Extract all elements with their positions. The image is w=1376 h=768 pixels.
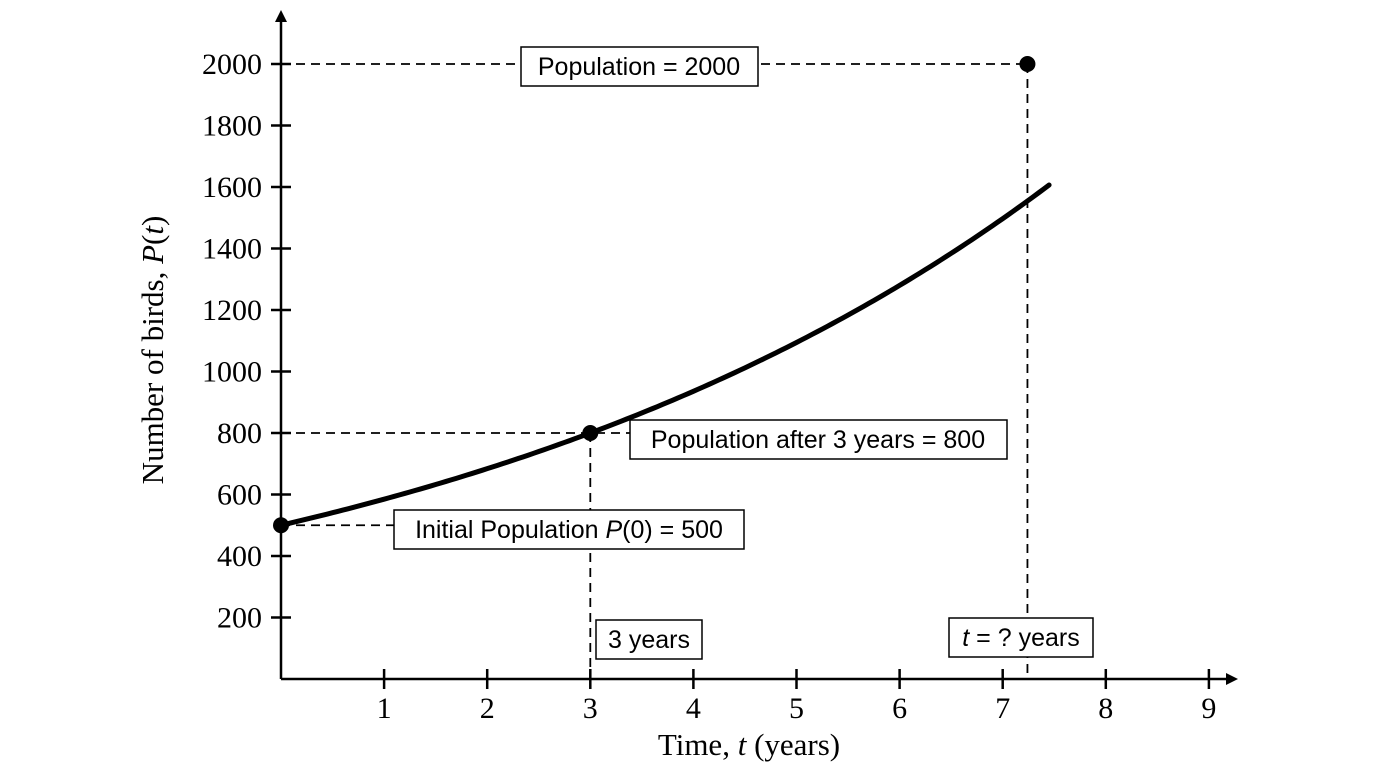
x-tick-label-1: 1 <box>377 692 392 725</box>
reference-lines <box>281 63 1029 679</box>
data-point-2 <box>1019 56 1036 72</box>
y-tick-label-800: 800 <box>217 417 262 450</box>
annotation-population-2000: Population = 2000 <box>520 46 759 87</box>
y-tick-label-600: 600 <box>217 479 262 512</box>
y-ticks: 200 400 600 800 1000 1200 1400 1600 1800 2000 <box>202 48 291 635</box>
x-axis-title: Time, t (years) <box>658 727 840 762</box>
y-tick-label-1200: 1200 <box>202 294 262 327</box>
x-ticks: 1 2 3 4 5 6 7 8 9 <box>377 669 1216 725</box>
annotation-three-years: 3 years <box>595 619 703 660</box>
annotation-population-3yrs-text: Population after 3 years = 800 <box>651 426 985 454</box>
y-tick-label-2000: 2000 <box>202 48 262 81</box>
data-point-0 <box>273 517 289 534</box>
x-tick-label-6: 6 <box>892 692 907 725</box>
annotation-t-unknown: t = ? years <box>948 617 1094 658</box>
x-tick-label-8: 8 <box>1098 692 1113 725</box>
y-tick-label-1000: 1000 <box>202 356 262 389</box>
y-axis-title: Number of birds, P(t) <box>135 216 170 485</box>
data-point-1 <box>582 425 599 441</box>
annotation-three-years-text: 3 years <box>608 626 690 654</box>
annotation-t-unknown-text: t = ? years <box>962 624 1079 652</box>
y-tick-label-400: 400 <box>217 540 262 573</box>
x-tick-label-5: 5 <box>789 692 804 725</box>
data-points <box>273 56 1036 534</box>
y-tick-label-1800: 1800 <box>202 110 262 143</box>
annotation-initial-population-text: Initial Population P(0) = 500 <box>415 516 723 544</box>
y-tick-label-1400: 1400 <box>202 233 262 266</box>
annotation-population-3yrs: Population after 3 years = 800 <box>629 419 1008 460</box>
annotation-population-2000-text: Population = 2000 <box>538 53 740 81</box>
annotation-initial-population: Initial Population P(0) = 500 <box>393 509 745 550</box>
x-tick-label-2: 2 <box>480 692 495 725</box>
y-tick-label-1600: 1600 <box>202 171 262 204</box>
x-tick-label-9: 9 <box>1201 692 1216 725</box>
population-curve <box>278 182 1052 528</box>
x-tick-label-7: 7 <box>995 692 1010 725</box>
y-tick-label-200: 200 <box>217 602 262 635</box>
x-tick-label-3: 3 <box>583 692 598 725</box>
x-tick-label-4: 4 <box>686 692 701 725</box>
